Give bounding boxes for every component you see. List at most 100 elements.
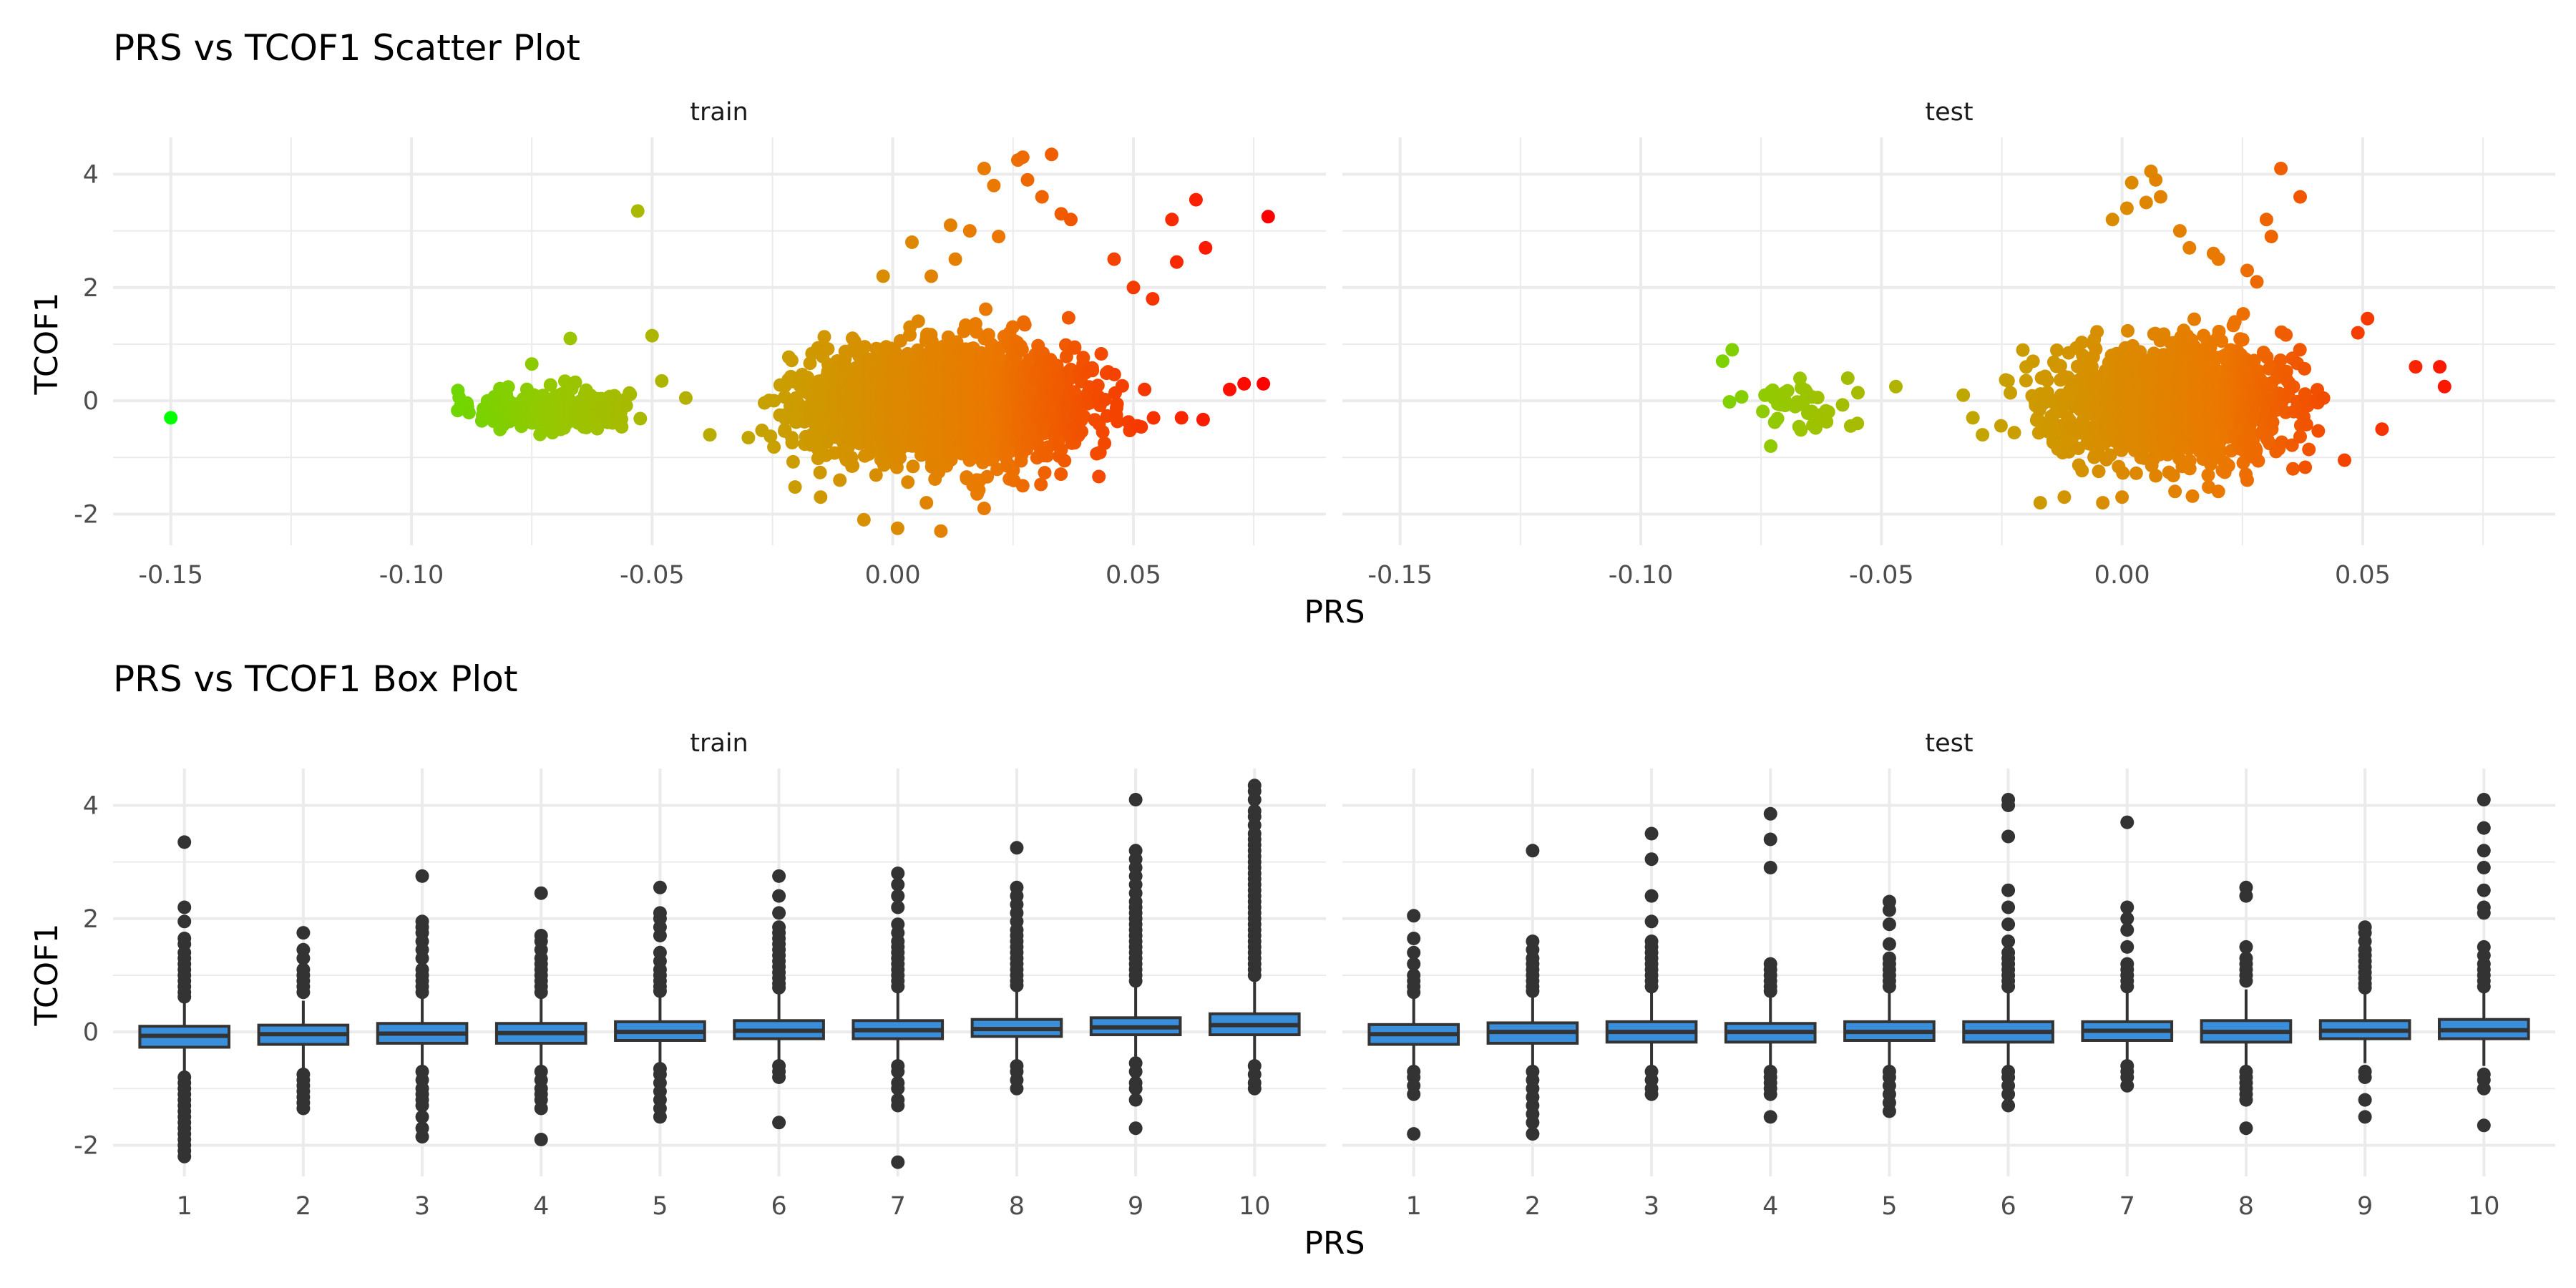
- scatter-point: [1138, 382, 1152, 396]
- box-outlier: [2477, 1118, 2491, 1133]
- scatter-point: [2235, 333, 2250, 347]
- scatter-point: [2293, 190, 2307, 204]
- box-outlier: [296, 1101, 311, 1116]
- box-outlier: [177, 914, 192, 929]
- box-x-tick-label: 1: [177, 1192, 192, 1221]
- box-outlier: [2358, 1070, 2372, 1084]
- scatter-point: [2221, 459, 2235, 473]
- box-x-tick-label: 2: [296, 1192, 311, 1221]
- scatter-point: [2187, 312, 2201, 326]
- box-outlier: [1247, 968, 1262, 982]
- scatter-point: [1126, 280, 1141, 295]
- box-outlier: [2477, 1081, 2491, 1096]
- box-outlier: [1407, 909, 1421, 923]
- scatter-point: [2090, 325, 2104, 339]
- scatter-point: [655, 374, 669, 388]
- box-outlier: [1882, 1104, 1896, 1118]
- scatter-point: [2293, 343, 2307, 357]
- scatter-point: [1722, 395, 1737, 409]
- box-outlier: [2001, 799, 2016, 812]
- scatter-point: [919, 496, 934, 510]
- box-outlier: [2239, 974, 2253, 988]
- box-outlier: [296, 985, 311, 1000]
- box-outlier: [2120, 980, 2135, 994]
- box-outlier: [1882, 937, 1896, 951]
- scatter-point: [2154, 190, 2167, 204]
- scatter-point: [784, 353, 799, 368]
- scatter-point: [703, 428, 717, 442]
- scatter-point: [1045, 147, 1059, 162]
- box-outlier: [891, 900, 905, 914]
- scatter-point: [992, 230, 1006, 243]
- box-outlier: [2001, 829, 2016, 844]
- box-y-axis-title: TCOF1: [29, 924, 65, 1027]
- scatter-point: [1054, 467, 1068, 482]
- scatter-point: [1034, 477, 1048, 492]
- scatter-point: [1134, 420, 1148, 434]
- scatter-point: [987, 178, 1001, 192]
- box-outlier: [177, 990, 192, 1004]
- scatter-point: [1038, 466, 1052, 480]
- box-x-tick-label: 8: [2238, 1192, 2254, 1221]
- box-outlier: [772, 889, 786, 903]
- box-outlier: [2358, 1110, 2372, 1124]
- scatter-point: [2409, 360, 2423, 374]
- box-outlier: [1644, 826, 1659, 841]
- box-outlier: [2001, 980, 2016, 994]
- box-outlier: [1763, 832, 1777, 847]
- box-x-tick-label: 4: [533, 1192, 549, 1221]
- scatter-point: [2105, 213, 2119, 227]
- box-outlier: [653, 984, 667, 998]
- box-outlier: [1247, 1081, 1262, 1096]
- box-outlier: [1010, 841, 1024, 855]
- scatter-point: [1189, 192, 1203, 207]
- box-x-tick-label: 10: [1239, 1192, 1271, 1221]
- scatter-point: [1068, 340, 1082, 354]
- scatter-point: [2433, 360, 2447, 374]
- scatter-point: [977, 502, 991, 515]
- box-outlier: [1128, 974, 1143, 988]
- scatter-point: [1061, 311, 1075, 325]
- scatter-point: [615, 420, 629, 434]
- box-outlier: [2358, 1093, 2372, 1107]
- scatter-point: [2274, 162, 2288, 175]
- scatter-point: [833, 473, 847, 487]
- scatter-point: [2074, 336, 2089, 350]
- box-outlier: [534, 985, 548, 1000]
- scatter-point: [1094, 347, 1108, 361]
- scatter-point: [1092, 469, 1106, 484]
- box-outlier: [2477, 861, 2491, 874]
- scatter-point: [2033, 496, 2047, 510]
- box-outlier: [1763, 861, 1777, 874]
- scatter-point: [1237, 376, 1252, 391]
- scatter-point: [525, 357, 539, 371]
- scatter-point: [2057, 490, 2072, 504]
- scatter-point: [563, 331, 577, 346]
- scatter-point: [568, 375, 582, 389]
- scatter-point: [1110, 397, 1124, 411]
- scatter-x-tick-label: -0.15: [1367, 561, 1433, 590]
- scatter-point: [1994, 419, 2008, 433]
- scatter-point: [1764, 439, 1778, 453]
- box-outlier: [2477, 793, 2491, 806]
- scatter-x-tick-label: 0.05: [1106, 561, 1161, 590]
- scatter-point: [924, 269, 938, 283]
- box-outlier: [2120, 923, 2135, 937]
- box-outlier: [1010, 978, 1024, 992]
- scatter-point: [948, 252, 962, 266]
- box-outlier: [772, 869, 786, 883]
- scatter-point: [2279, 328, 2293, 342]
- scatter-point: [876, 269, 890, 283]
- scatter-point: [1015, 150, 1030, 165]
- scatter-point: [1058, 454, 1072, 468]
- scatter-point: [1170, 255, 1184, 269]
- box-outlier: [1882, 980, 1896, 994]
- box-x-tick-label: 9: [1128, 1192, 1143, 1221]
- scatter-point: [1715, 354, 1729, 369]
- scatter-point: [2298, 460, 2313, 474]
- box-outlier: [1526, 984, 1540, 998]
- box-outlier: [1407, 1127, 1421, 1141]
- scatter-point: [2240, 473, 2254, 487]
- scatter-point: [2092, 464, 2106, 479]
